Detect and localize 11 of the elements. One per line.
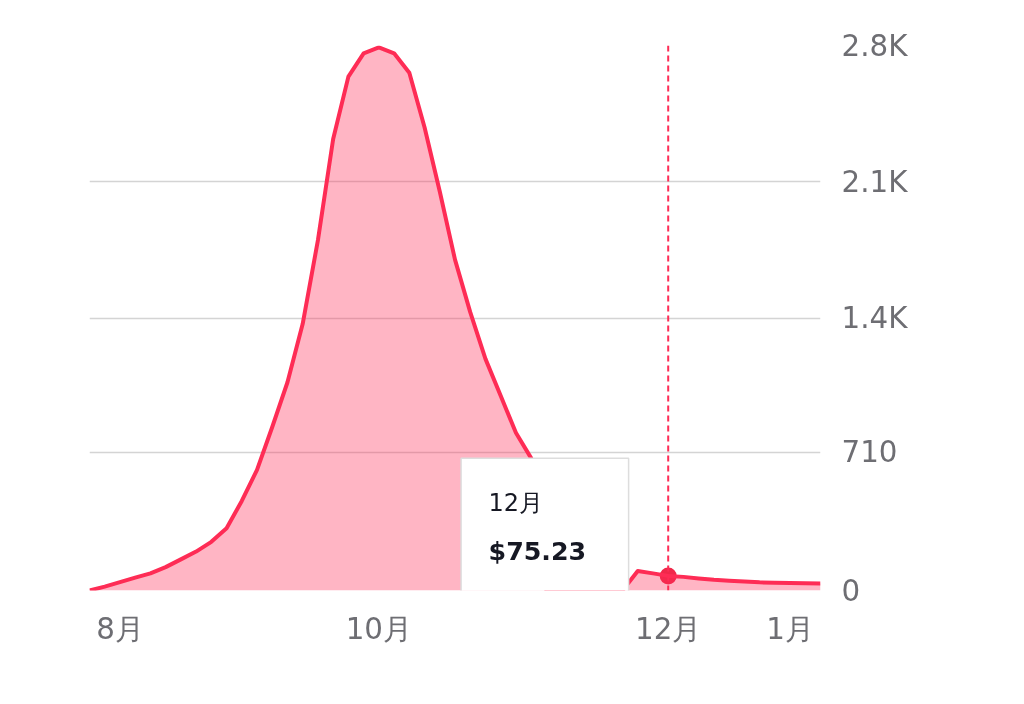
x-tick-label: 1月 — [766, 611, 814, 646]
y-tick-label: 2.8K — [841, 28, 909, 63]
y-tick-label: 1.4K — [841, 301, 909, 335]
annotation: $75.23 — [488, 536, 587, 567]
y-tick-label: 0 — [841, 573, 861, 608]
x-tick-label: 12月 — [635, 611, 702, 646]
y-tick-label: 2.1K — [841, 164, 909, 199]
x-tick-label: 10月 — [345, 611, 413, 646]
text: 12月 — [488, 489, 544, 518]
x-tick-label: 8月 — [96, 611, 144, 646]
y-tick-label: 710 — [841, 435, 898, 470]
